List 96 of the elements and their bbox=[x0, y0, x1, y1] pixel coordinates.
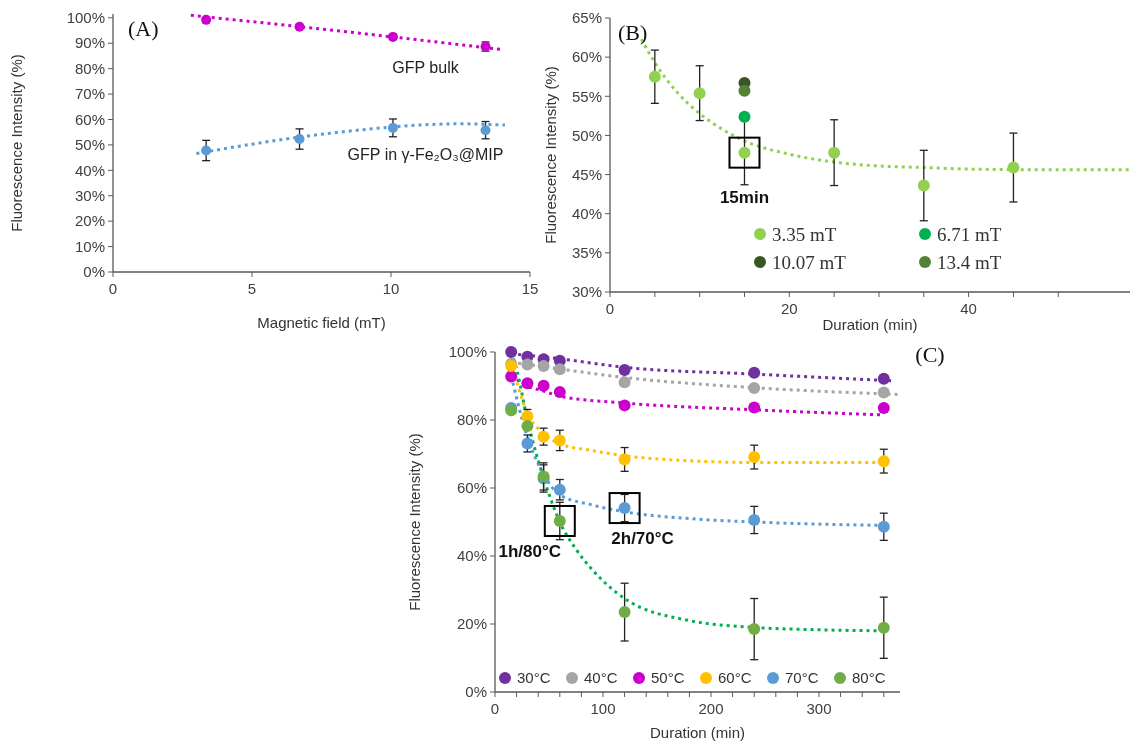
series-label: GFP bulk bbox=[392, 58, 460, 76]
point bbox=[877, 621, 890, 634]
y-axis-title: Fluorescence Intensity (%) bbox=[406, 433, 423, 611]
point bbox=[748, 451, 761, 464]
point bbox=[748, 382, 761, 395]
legend-label: 60°C bbox=[718, 669, 752, 687]
x-axis-title: Duration (min) bbox=[822, 316, 918, 333]
x-tick-label: 300 bbox=[806, 700, 832, 717]
point bbox=[521, 377, 534, 390]
y-tick-label: 60% bbox=[571, 48, 602, 66]
point bbox=[877, 386, 890, 399]
y-tick-label: 70% bbox=[74, 85, 105, 103]
y-tick-label: 30% bbox=[571, 283, 602, 301]
x-tick-label: 0 bbox=[605, 300, 615, 317]
point bbox=[748, 623, 761, 636]
x-tick-label: 20 bbox=[780, 300, 798, 317]
point bbox=[553, 386, 566, 399]
legend-label: 6.71 mT bbox=[937, 223, 1002, 245]
point bbox=[648, 70, 661, 83]
y-tick-label: 100% bbox=[448, 343, 487, 361]
point bbox=[738, 84, 751, 97]
legend-label: 40°C bbox=[584, 669, 618, 687]
annotation: 1h/80°C bbox=[498, 541, 562, 561]
point bbox=[480, 125, 491, 136]
point bbox=[618, 364, 631, 377]
point bbox=[748, 401, 761, 414]
x-tick-label: 200 bbox=[698, 700, 724, 717]
x-tick-label: 5 bbox=[247, 280, 257, 297]
x-tick-label: 100 bbox=[590, 700, 616, 717]
point bbox=[1007, 161, 1020, 174]
y-tick-label: 60% bbox=[456, 479, 487, 497]
y-tick-label: 10% bbox=[74, 237, 105, 255]
y-tick-label: 60% bbox=[74, 110, 105, 128]
y-tick-label: 40% bbox=[74, 161, 105, 179]
y-tick-label: 20% bbox=[456, 615, 487, 633]
y-tick-label: 50% bbox=[571, 126, 602, 144]
x-tick-label: 40 bbox=[960, 300, 977, 317]
point bbox=[917, 179, 930, 192]
point bbox=[877, 455, 890, 468]
point bbox=[537, 359, 550, 372]
point bbox=[877, 402, 890, 415]
point bbox=[553, 363, 566, 376]
point bbox=[693, 87, 706, 100]
series-label: GFP in γ-Fe₂O₃@MIP bbox=[347, 146, 504, 164]
y-tick-label: 20% bbox=[74, 212, 105, 230]
point bbox=[877, 520, 890, 533]
legend-label: 13.4 mT bbox=[937, 251, 1002, 273]
y-axis-title: Fluorescence Intensity (%) bbox=[542, 66, 559, 244]
point bbox=[505, 346, 518, 358]
point bbox=[553, 483, 566, 496]
point bbox=[521, 358, 534, 371]
y-tick-label: 90% bbox=[74, 34, 105, 52]
legend-label: 30°C bbox=[517, 669, 551, 687]
point bbox=[505, 370, 518, 383]
point bbox=[618, 376, 631, 389]
x-tick-label: 0 bbox=[490, 700, 500, 717]
x-axis-title: Magnetic field (mT) bbox=[257, 314, 386, 331]
annotation: 15min bbox=[719, 187, 770, 207]
y-tick-label: 40% bbox=[571, 204, 602, 222]
x-tick-label: 15 bbox=[521, 280, 539, 297]
y-tick-label: 50% bbox=[74, 136, 105, 154]
annotation: (B) bbox=[618, 20, 648, 45]
point bbox=[618, 399, 631, 412]
annotation: (A) bbox=[128, 16, 159, 41]
y-tick-label: 0% bbox=[465, 683, 487, 701]
annotation: 2h/70°C bbox=[611, 529, 674, 549]
x-axis-title: Duration (min) bbox=[649, 724, 746, 741]
point bbox=[748, 366, 761, 379]
x-tick-label: 10 bbox=[382, 280, 400, 297]
y-tick-label: 0% bbox=[83, 263, 105, 281]
legend-label: 80°C bbox=[852, 669, 886, 687]
point bbox=[521, 420, 534, 433]
text: (C) bbox=[915, 342, 945, 367]
point bbox=[537, 379, 550, 392]
point bbox=[618, 606, 631, 619]
point bbox=[553, 434, 566, 447]
y-tick-label: 40% bbox=[456, 547, 487, 565]
y-tick-label: 80% bbox=[74, 59, 105, 77]
y-tick-label: 100% bbox=[66, 9, 105, 27]
point bbox=[748, 513, 761, 526]
y-tick-label: 35% bbox=[571, 244, 602, 262]
point bbox=[738, 110, 751, 123]
point bbox=[618, 453, 631, 466]
y-axis-title: Fluorescence Intensity (%) bbox=[8, 54, 25, 232]
legend-label: 10.07 mT bbox=[772, 251, 847, 273]
y-tick-label: 65% bbox=[571, 9, 602, 27]
legend-label: 70°C bbox=[785, 669, 819, 687]
legend-label: 50°C bbox=[651, 669, 685, 687]
x-tick-label: 0 bbox=[108, 280, 118, 297]
y-tick-label: 45% bbox=[571, 165, 602, 183]
y-tick-label: 80% bbox=[456, 411, 487, 429]
y-tick-label: 30% bbox=[74, 186, 105, 204]
legend-label: 3.35 mT bbox=[772, 223, 837, 245]
point bbox=[877, 372, 890, 385]
y-tick-label: 55% bbox=[571, 87, 602, 105]
point bbox=[828, 146, 841, 159]
